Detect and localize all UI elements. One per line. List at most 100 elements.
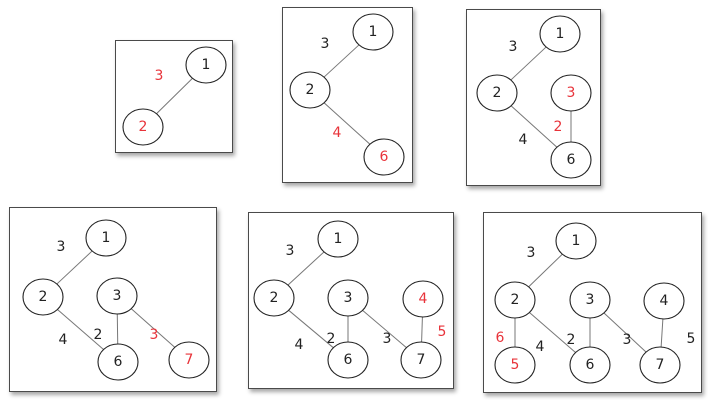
node-label: 2 — [511, 292, 520, 308]
step-4-panel: 3 4 2 3 1 2 3 6 7 — [9, 207, 217, 392]
graph-canvas: 3 1 2 — [122, 46, 227, 146]
node-label: 7 — [185, 352, 194, 368]
graph-node — [476, 74, 518, 112]
graph-edge — [130, 307, 176, 349]
graph-edge — [509, 45, 548, 82]
edge-weight-label: 3 — [383, 331, 392, 347]
graph-node — [400, 341, 442, 379]
edge-weight-label: 6 — [496, 330, 505, 346]
graph-edge — [322, 43, 361, 79]
node-label: 1 — [202, 57, 211, 73]
graph-node — [402, 280, 444, 318]
graph-node — [550, 74, 592, 112]
graph-edge — [155, 77, 194, 115]
graph-node — [96, 277, 138, 315]
graph-canvas: 3 4 2 3 5 1 2 3 4 6 7 — [253, 220, 447, 379]
edge-weight-label: 2 — [327, 331, 336, 347]
step-3-panel: 3 4 2 1 2 3 6 — [466, 9, 601, 186]
graph-canvas: 3 4 2 1 2 3 6 — [476, 15, 592, 179]
node-label: 6 — [344, 352, 353, 368]
graph-node — [569, 346, 611, 384]
graph-node — [122, 108, 164, 146]
graph-node — [185, 46, 227, 84]
graph-edge — [323, 101, 371, 146]
graph-node — [352, 13, 394, 51]
edge-weight-label: 3 — [623, 332, 632, 348]
graph-node — [639, 346, 681, 384]
node-label: 2 — [493, 85, 502, 101]
node-label: 1 — [334, 231, 343, 247]
edge-weight-label: 2 — [567, 332, 576, 348]
graph-edge — [286, 250, 326, 287]
node-label: 3 — [586, 292, 595, 308]
node-label: 1 — [556, 26, 565, 42]
node-label: 4 — [419, 291, 428, 307]
graph-edge — [528, 311, 577, 354]
graph-edge — [56, 308, 105, 351]
graph-edge — [660, 318, 664, 348]
graph-canvas: 364 2 3 512 3 45 6 7 — [494, 222, 696, 384]
graph-node — [550, 141, 592, 179]
node-label: 6 — [567, 152, 576, 168]
node-label: 7 — [417, 352, 426, 368]
edge-weight-label: 3 — [527, 245, 536, 261]
step-1-panel: 3 1 2 — [115, 40, 233, 153]
node-label: 5 — [511, 357, 520, 373]
node-label: 1 — [369, 24, 378, 40]
graph-node — [327, 279, 369, 317]
node-label: 1 — [102, 230, 111, 246]
graph-edge — [510, 104, 558, 149]
edge-weight-label: 4 — [519, 132, 528, 148]
node-label: 2 — [139, 119, 148, 135]
graph-edge — [527, 253, 564, 288]
node-label: 2 — [270, 290, 279, 306]
node-label: 6 — [114, 354, 123, 370]
edge-weight-label: 4 — [295, 337, 304, 353]
edge-weight-label: 3 — [57, 239, 66, 255]
graph-canvas: 3 4 2 3 1 2 3 6 7 — [22, 219, 210, 381]
graph-node — [363, 138, 405, 176]
graph-node — [539, 15, 581, 53]
node-label: 4 — [660, 293, 669, 309]
edge-weight-label: 3 — [509, 39, 518, 55]
edge-weight-label: 4 — [333, 125, 342, 141]
node-label: 3 — [113, 288, 122, 304]
graph-node — [494, 281, 536, 319]
edge-weight-label: 3 — [150, 327, 159, 343]
graph-edge — [421, 316, 423, 343]
node-label: 6 — [380, 149, 389, 165]
graph-node — [168, 341, 210, 379]
node-label: 7 — [656, 357, 665, 373]
edge-weight-label: 5 — [438, 324, 447, 340]
graph-node — [494, 346, 536, 384]
edge-weight-label: 2 — [554, 119, 563, 135]
edge-weight-label: 2 — [94, 327, 103, 343]
graph-node — [85, 219, 127, 257]
graph-node — [22, 278, 64, 316]
graph-node — [97, 343, 139, 381]
graph-edge — [361, 309, 408, 349]
graph-edge — [287, 309, 335, 349]
edge-weight-label: 4 — [536, 339, 545, 355]
edge-weight-label: 5 — [687, 331, 696, 347]
edge-weight-label: 3 — [155, 68, 164, 84]
graph-edge — [602, 311, 648, 354]
graph-node — [555, 222, 597, 260]
node-label: 2 — [39, 289, 48, 305]
step-5-panel: 3 4 2 3 5 1 2 3 4 6 7 — [248, 212, 454, 389]
graph-node — [643, 282, 685, 320]
graph-node — [327, 341, 369, 379]
edge-weight-label: 3 — [286, 243, 295, 259]
node-label: 3 — [567, 85, 576, 101]
graph-canvas: 3 4 1 2 6 — [289, 13, 405, 176]
step-2-panel: 3 4 1 2 6 — [282, 7, 413, 183]
graph-node — [569, 281, 611, 319]
graph-node — [253, 279, 295, 317]
edge-weight-label: 3 — [321, 36, 330, 52]
node-label: 1 — [572, 233, 581, 249]
node-label: 3 — [344, 290, 353, 306]
edge-weight-label: 4 — [59, 332, 68, 348]
node-label: 6 — [586, 357, 595, 373]
graph-node — [289, 71, 331, 109]
